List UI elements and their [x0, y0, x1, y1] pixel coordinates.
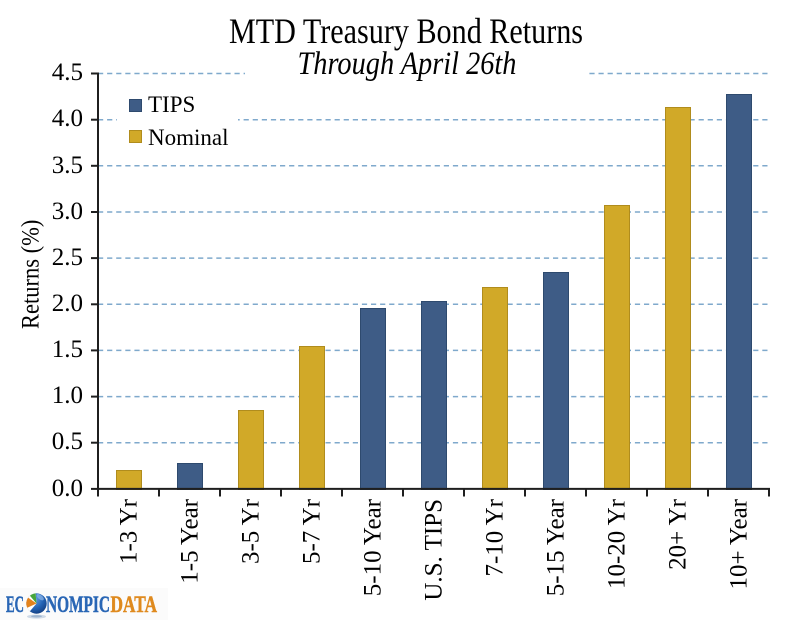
svg-text:NOMPIC: NOMPIC — [46, 592, 110, 617]
svg-text:EC: EC — [6, 592, 24, 617]
svg-text:DATA: DATA — [111, 592, 158, 617]
